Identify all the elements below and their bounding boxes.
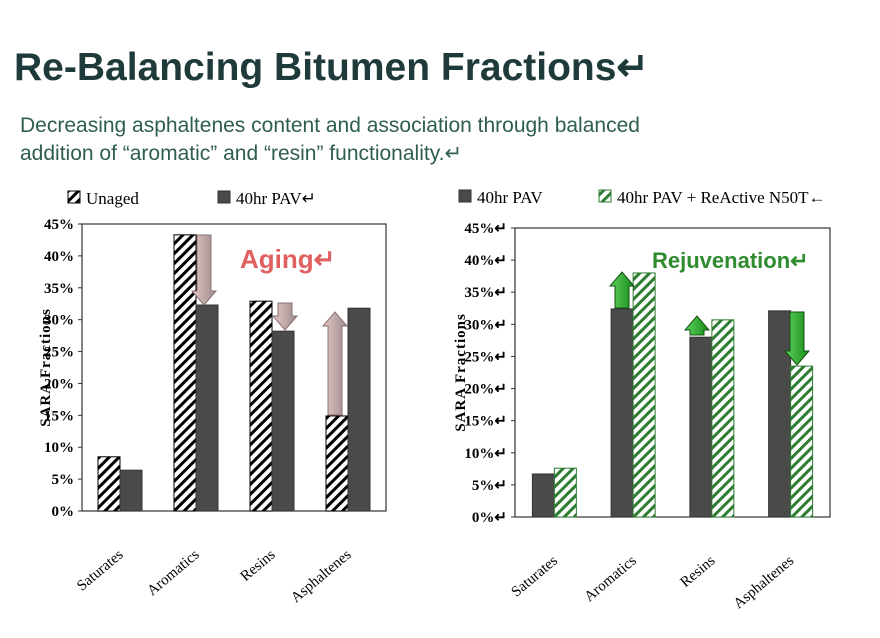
bar (553, 467, 577, 518)
y-tick-label: 15% (44, 408, 74, 424)
y-tick-label: 30%↵ (464, 317, 507, 333)
bar (195, 304, 219, 512)
y-tick-label: 0% (52, 504, 75, 520)
bar (249, 300, 273, 512)
y-tick-label: 45% (44, 217, 74, 233)
bar (173, 234, 197, 512)
y-tick-label: 35%↵ (464, 285, 507, 301)
legend-label: Unaged (86, 189, 139, 208)
x-tick-label: Resins (678, 553, 719, 591)
y-tick-label: 20% (44, 376, 74, 392)
x-tick-label: Aromatics (144, 547, 202, 600)
y-tick-label: 30% (44, 313, 74, 329)
x-tick-label: Asphaltenes (288, 547, 355, 606)
y-tick-label: 0%↵ (472, 510, 507, 526)
y-tick-label: 5%↵ (472, 478, 507, 494)
arrow (190, 234, 218, 306)
y-tick-label: 20%↵ (464, 382, 507, 398)
bar (632, 272, 656, 518)
y-tick-label: 40%↵ (464, 253, 507, 269)
bar (768, 310, 792, 518)
legend-swatch (217, 190, 231, 204)
bar (325, 415, 349, 512)
y-tick-label: 35% (44, 281, 74, 297)
legend-swatch (67, 190, 81, 204)
arrow (321, 311, 349, 416)
y-tick-label: 10%↵ (464, 446, 507, 462)
bar (119, 469, 143, 512)
subtitle: addition of “aromatic” and “resin” funct… (20, 142, 462, 165)
bar (271, 330, 295, 512)
bar (689, 336, 713, 518)
arrow (683, 315, 711, 336)
x-tick-label: Asphaltenes (731, 553, 798, 612)
y-tick-label: 10% (44, 440, 74, 456)
legend-swatch (458, 189, 472, 203)
bar (531, 473, 555, 518)
y-tick-label: 25%↵ (464, 349, 507, 365)
arrow (783, 311, 811, 366)
arrow (608, 271, 636, 309)
arrow (271, 302, 299, 331)
bar (711, 319, 735, 518)
y-tick-label: 5% (52, 472, 75, 488)
y-tick-label: 25% (44, 345, 74, 361)
legend-label: 40hr PAV (477, 188, 543, 207)
legend-label: 40hr PAV↵ (236, 189, 316, 208)
annotation: Aging↵ (240, 244, 335, 274)
legend-label: 40hr PAV + ReActive N50T← (617, 188, 826, 207)
legend-swatch (598, 189, 612, 203)
y-axis-title: SARA Fractions (38, 308, 54, 427)
y-tick-label: 15%↵ (464, 414, 507, 430)
slide-title: Re-Balancing Bitumen Fractions↵ (14, 46, 649, 89)
annotation: Rejuvenation↵ (652, 248, 809, 273)
bar (347, 307, 371, 512)
bar (97, 456, 121, 512)
subtitle: Decreasing asphaltenes content and assoc… (20, 114, 640, 137)
bar (790, 365, 814, 518)
bar (610, 308, 634, 518)
y-axis-title: SARA Fractions (453, 313, 469, 432)
y-tick-label: 40% (44, 249, 74, 265)
x-tick-label: Resins (238, 547, 279, 585)
x-tick-label: Aromatics (582, 553, 640, 606)
x-tick-label: Saturates (509, 553, 562, 601)
y-tick-label: 45%↵ (464, 221, 507, 237)
x-tick-label: Saturates (74, 547, 127, 595)
